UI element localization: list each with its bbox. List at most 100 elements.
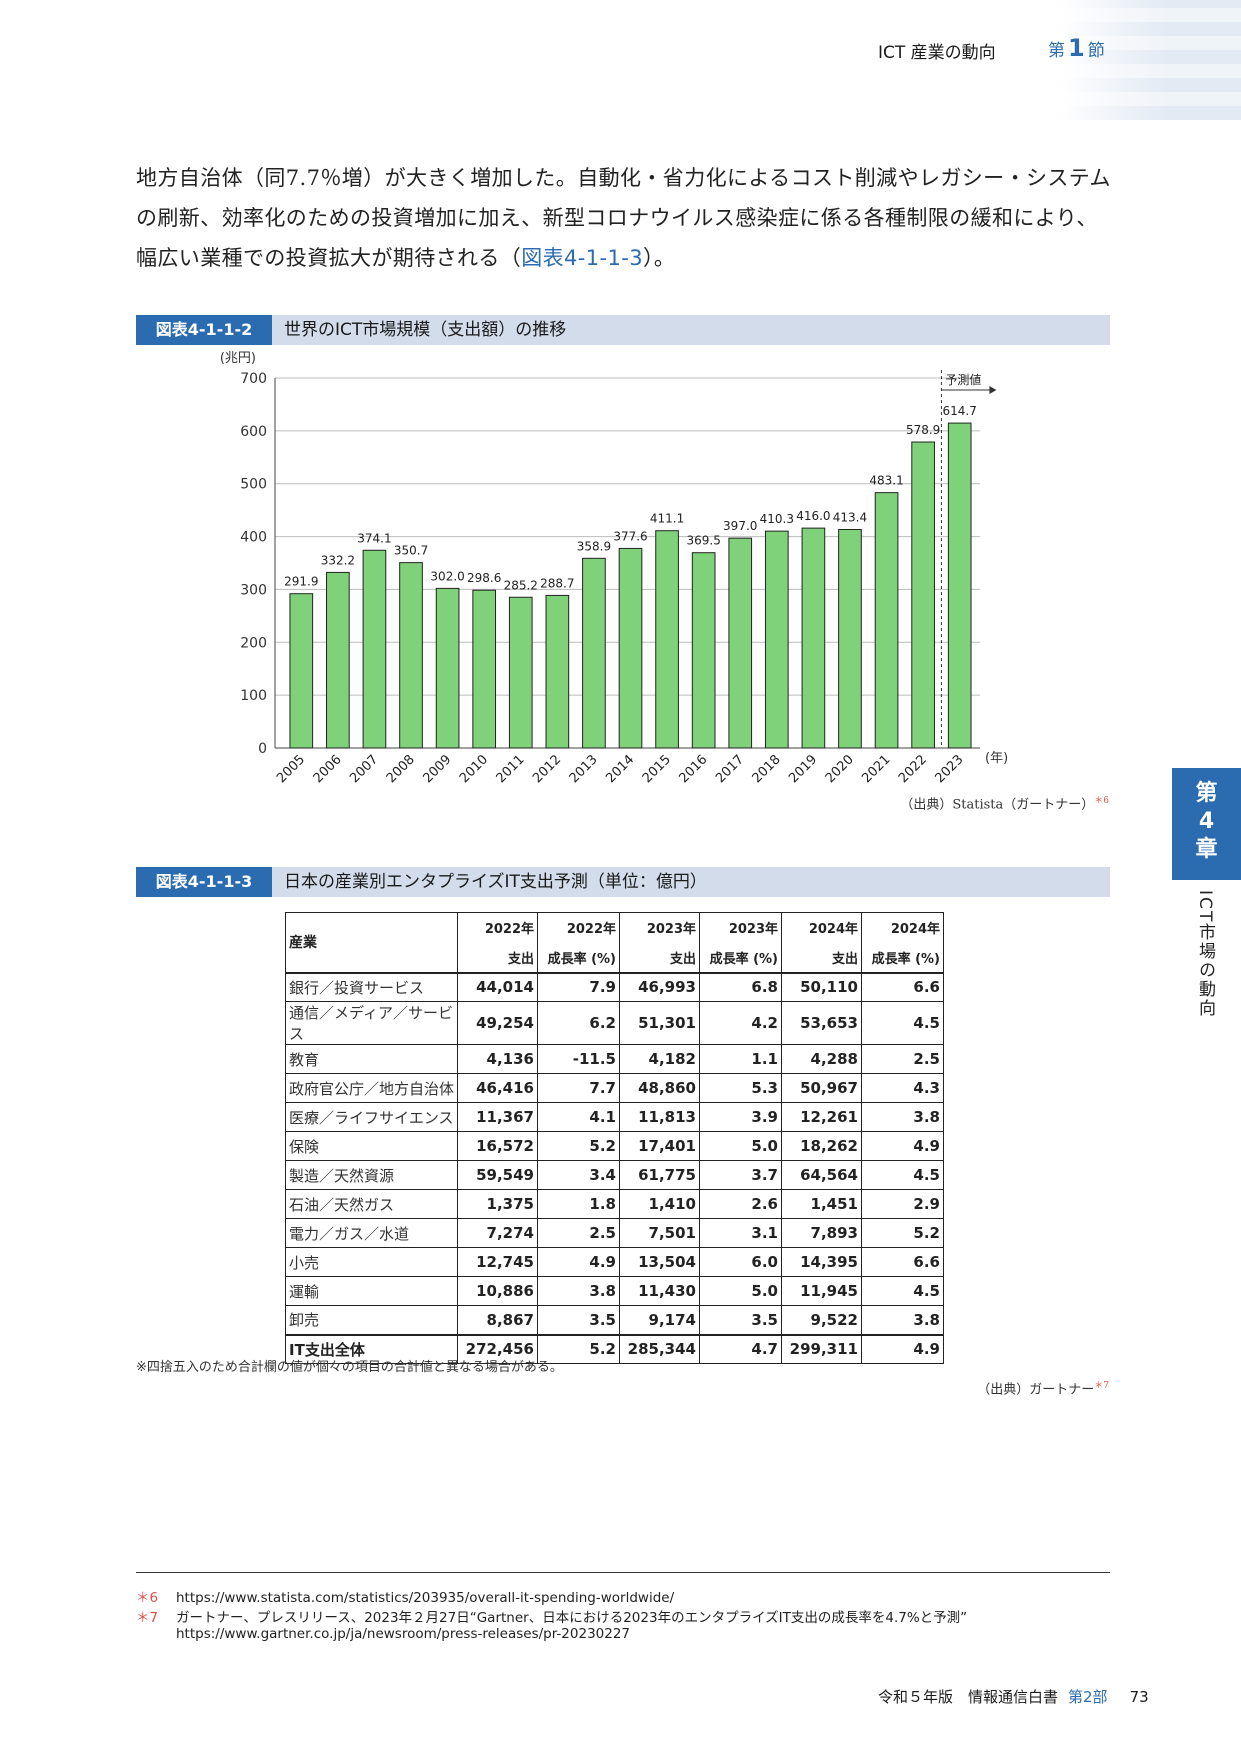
x-tick-label: 2021: [859, 752, 893, 786]
col-header-bottom: 成長率 (%): [861, 942, 944, 973]
section-number: 1: [1068, 34, 1085, 62]
x-tick-label: 2014: [603, 752, 637, 786]
data-label: 410.3: [760, 512, 794, 526]
col-header-bottom: 支出: [619, 942, 700, 973]
value-cell: 4.9: [861, 1334, 944, 1364]
section-prefix: 第: [1048, 41, 1065, 61]
value-cell: 51,301: [619, 1001, 700, 1045]
industry-cell: 教育: [285, 1044, 458, 1074]
x-tick-label: 2010: [457, 752, 491, 786]
x-tick-label: 2020: [823, 752, 857, 786]
figure2-title: 日本の産業別エンタプライズIT支出予測（単位：億円）: [284, 872, 707, 892]
header-decoration: [1061, 0, 1241, 120]
value-cell: 1,375: [457, 1189, 538, 1219]
value-cell: 7,893: [781, 1218, 862, 1248]
value-cell: 44,014: [457, 972, 538, 1002]
figure1-title: 世界のICT市場規模（支出額）の推移: [284, 320, 567, 340]
footnote-url[interactable]: https://www.gartner.co.jp/ja/newsroom/pr…: [176, 1626, 631, 1642]
col-header-top: 2024年: [781, 912, 862, 943]
bar: [691, 552, 716, 749]
figure1-caption-bar: 図表4-1-1-2 世界のICT市場規模（支出額）の推移: [136, 315, 1110, 345]
value-cell: 2.6: [699, 1189, 782, 1219]
bar: [838, 528, 862, 749]
paragraph-end: ）。: [642, 246, 676, 270]
bar: [472, 589, 497, 749]
industry-cell: 保険: [285, 1131, 458, 1161]
figure2-source-text: （出典）ガートナー: [977, 1382, 1095, 1398]
value-cell: 3.4: [537, 1160, 620, 1190]
x-tick-label: 2007: [347, 752, 381, 786]
table-body: 銀行／投資サービス 44,014 7.9 46,993 6.8 50,110 6.6 通信／メ…: [285, 972, 944, 1364]
value-cell: -11.5: [537, 1044, 620, 1074]
table-row: 電力／ガス／水道 7,274 2.5 7,501 3.1 7,893 5.2: [285, 1218, 944, 1248]
value-cell: 4,182: [619, 1044, 700, 1074]
bar: [545, 594, 570, 749]
table-row: 製造／天然資源 59,549 3.4 61,775 3.7 64,564 4.5: [285, 1160, 944, 1190]
bar: [911, 441, 935, 749]
value-cell: 4.7: [699, 1334, 782, 1364]
footnote-mark: ＊6: [136, 1590, 159, 1606]
value-cell: 1,410: [619, 1189, 700, 1219]
y-axis-unit: (兆円): [220, 351, 256, 366]
table-row: 政府官公庁／地方自治体 46,416 7.7 48,860 5.3 50,967 4.3: [285, 1073, 944, 1103]
value-cell: 5.0: [699, 1276, 782, 1306]
value-cell: 49,254: [457, 1001, 538, 1045]
value-cell: 17,401: [619, 1131, 700, 1161]
x-tick-label: 2016: [676, 752, 710, 786]
data-label: 358.9: [577, 539, 611, 553]
industry-cell: IT支出全体: [285, 1334, 458, 1364]
value-cell: 3.8: [861, 1102, 944, 1132]
industry-cell: 医療／ライフサイエンス: [285, 1102, 458, 1132]
col-header-top: 2023年: [699, 912, 782, 943]
industry-cell: 小売: [285, 1247, 458, 1277]
bar: [728, 537, 753, 749]
value-cell: 11,430: [619, 1276, 700, 1306]
col-header-top: 2023年: [619, 912, 700, 943]
section-suffix: 節: [1087, 41, 1105, 61]
figure2-caption-bar: 図表4-1-1-3 日本の産業別エンタプライズIT支出予測（単位：億円）: [136, 867, 1110, 897]
ict-market-bar-chart: (兆円) 0 100 200 300 400 500 600 700 291.9 2005 332.2…: [220, 351, 1008, 786]
x-tick-label: 2013: [567, 752, 601, 786]
table-row: 医療／ライフサイエンス 11,367 4.1 11,813 3.9 12,261 3.8: [285, 1102, 944, 1132]
figure2-tag: 図表4-1-1-3: [136, 867, 272, 897]
value-cell: 3.5: [699, 1305, 782, 1335]
forecast-arrowhead: [989, 386, 997, 394]
footnote: https://www.gartner.co.jp/ja/newsroom/pr…: [136, 1626, 630, 1642]
footnote-divider: [136, 1572, 1110, 1573]
y-tick-label: 100: [240, 688, 267, 704]
col-header-bottom: 支出: [781, 942, 862, 973]
value-cell: 46,993: [619, 972, 700, 1002]
figure2-source-mark: ＊7: [1094, 1381, 1109, 1391]
footnote-text[interactable]: https://www.statista.com/statistics/2039…: [176, 1590, 675, 1606]
figure-reference-link[interactable]: 図表4-1-1-3: [521, 246, 643, 270]
col-header-bottom: 成長率 (%): [699, 942, 782, 973]
col-header-bottom: 支出: [457, 942, 538, 973]
value-cell: 4,136: [457, 1044, 538, 1074]
value-cell: 3.5: [537, 1305, 620, 1335]
value-cell: 2.5: [861, 1044, 944, 1074]
data-label: 291.9: [284, 575, 318, 589]
value-cell: 299,311: [781, 1334, 862, 1364]
data-label: 350.7: [394, 544, 428, 558]
x-tick-label: 2019: [786, 752, 820, 786]
value-cell: 3.8: [861, 1305, 944, 1335]
value-cell: 6.8: [699, 972, 782, 1002]
value-cell: 5.2: [537, 1131, 620, 1161]
col-header-top: 2022年: [457, 912, 538, 943]
bar: [435, 587, 460, 749]
value-cell: 13,504: [619, 1247, 700, 1277]
bar: [801, 527, 826, 749]
value-cell: 4.5: [861, 1276, 944, 1306]
footer-book-title: 令和５年版 情報通信白書: [878, 1688, 1059, 1706]
value-cell: 4.3: [861, 1073, 944, 1103]
data-label: 285.2: [504, 578, 538, 592]
table-row: 卸売 8,867 3.5 9,174 3.5 9,522 3.8: [285, 1305, 944, 1335]
industry-cell: 製造／天然資源: [285, 1160, 458, 1190]
figure1-source: （出典）Statista（ガートナー）＊6: [900, 793, 1109, 812]
data-label: 369.5: [686, 534, 720, 548]
x-axis-unit: (年): [985, 751, 1008, 766]
table-row: 石油／天然ガス 1,375 1.8 1,410 2.6 1,451 2.9: [285, 1189, 944, 1219]
figure1-source-mark: ＊6: [1094, 796, 1109, 806]
y-tick-label: 500: [240, 477, 267, 493]
value-cell: 12,261: [781, 1102, 862, 1132]
